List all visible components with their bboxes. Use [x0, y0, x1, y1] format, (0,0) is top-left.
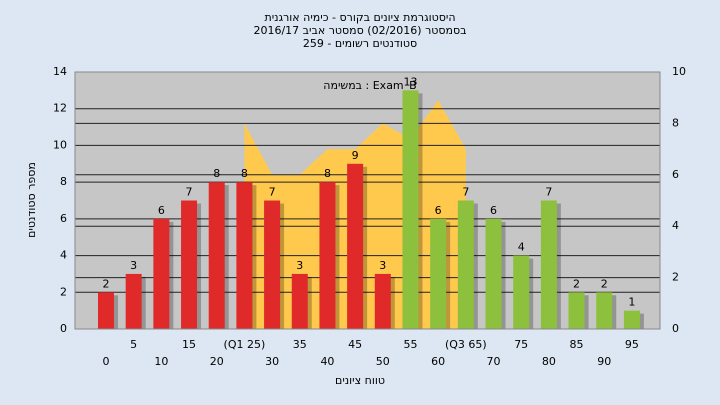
x-tick-label: 80	[542, 355, 556, 368]
data-label: 6	[158, 204, 165, 217]
x-tick-label: (Q1 25)	[224, 338, 266, 351]
x-tick-label: 10	[154, 355, 168, 368]
bar	[208, 182, 225, 329]
bar	[264, 200, 281, 329]
bar	[236, 182, 253, 329]
y-tick-label: 8	[60, 175, 67, 188]
data-label: 8	[324, 167, 331, 180]
x-tick-label: 15	[182, 338, 196, 351]
bar	[402, 90, 419, 329]
data-label: 6	[490, 204, 497, 217]
data-label: 13	[403, 75, 417, 88]
bar	[125, 273, 142, 329]
x-tick-label: 30	[265, 355, 279, 368]
x-tick-label: 20	[210, 355, 224, 368]
x-tick-label: 75	[514, 338, 528, 351]
x-tick-label: 55	[403, 338, 417, 351]
data-label: 9	[352, 149, 359, 162]
x-tick-label: 95	[625, 338, 639, 351]
y-tick-label: 2	[60, 285, 67, 298]
data-label: 7	[186, 186, 193, 199]
y-tick-label: 14	[53, 65, 67, 78]
bar	[596, 292, 613, 329]
data-label: 3	[296, 259, 303, 272]
annotation: במשימה : Exam_B	[323, 79, 416, 92]
y-tick-label: 12	[53, 102, 67, 115]
plot-border	[74, 71, 661, 330]
data-label: 2	[573, 277, 580, 290]
data-label: 2	[103, 277, 110, 290]
x-tick-label: 5	[130, 338, 137, 351]
x-tick-label: 50	[376, 355, 390, 368]
bar	[153, 218, 170, 329]
y-tick-label: 6	[60, 212, 67, 225]
y2-tick-label: 2	[672, 271, 679, 284]
data-label: 4	[518, 241, 525, 254]
data-label: 2	[601, 277, 608, 290]
data-label: 6	[435, 204, 442, 217]
y2-tick-label: 0	[672, 322, 679, 335]
bar	[430, 218, 447, 329]
y2-tick-label: 8	[672, 116, 679, 129]
bar	[457, 200, 474, 329]
bar	[319, 182, 336, 329]
bar	[347, 163, 364, 329]
data-label: 3	[379, 259, 386, 272]
chart-title: היסטוגרמת ציונים בקורס - כימיה אורגנית	[264, 11, 455, 24]
bar	[623, 310, 640, 329]
chart-subtitle: בסמסטר (02/2016) סמסטר אביב 2016/17	[253, 24, 466, 37]
x-axis-label: טווח ציונים	[335, 374, 385, 387]
chart-subtitle: סטודנטים רשומים - 259	[303, 37, 417, 50]
bar	[513, 255, 530, 329]
y-tick-label: 0	[60, 322, 67, 335]
data-label: 8	[213, 167, 220, 180]
bar	[374, 273, 391, 329]
bar	[568, 292, 585, 329]
data-label: 7	[462, 186, 469, 199]
bar	[98, 292, 114, 329]
data-label: 3	[130, 259, 137, 272]
bar	[181, 200, 198, 329]
bar	[485, 218, 502, 329]
y-tick-label: 4	[60, 249, 67, 262]
x-tick-label: 40	[320, 355, 334, 368]
y-tick-label: 10	[53, 138, 67, 151]
bar	[540, 200, 557, 329]
x-tick-label: 60	[431, 355, 445, 368]
y2-tick-label: 6	[672, 168, 679, 181]
x-tick-label: 45	[348, 338, 362, 351]
x-tick-label: 90	[597, 355, 611, 368]
y2-tick-label: 10	[672, 65, 686, 78]
data-label: 8	[241, 167, 248, 180]
x-tick-label: 0	[103, 355, 110, 368]
data-label: 7	[269, 186, 276, 199]
x-tick-label: 35	[293, 338, 307, 351]
y-axis-label: מספר סטודנטים	[25, 162, 38, 238]
data-label: 1	[628, 296, 635, 309]
x-tick-label: 70	[487, 355, 501, 368]
bar	[291, 273, 308, 329]
x-tick-label: (Q3 65)	[445, 338, 487, 351]
x-tick-label: 85	[570, 338, 584, 351]
data-label: 7	[545, 186, 552, 199]
y2-tick-label: 4	[672, 219, 679, 232]
